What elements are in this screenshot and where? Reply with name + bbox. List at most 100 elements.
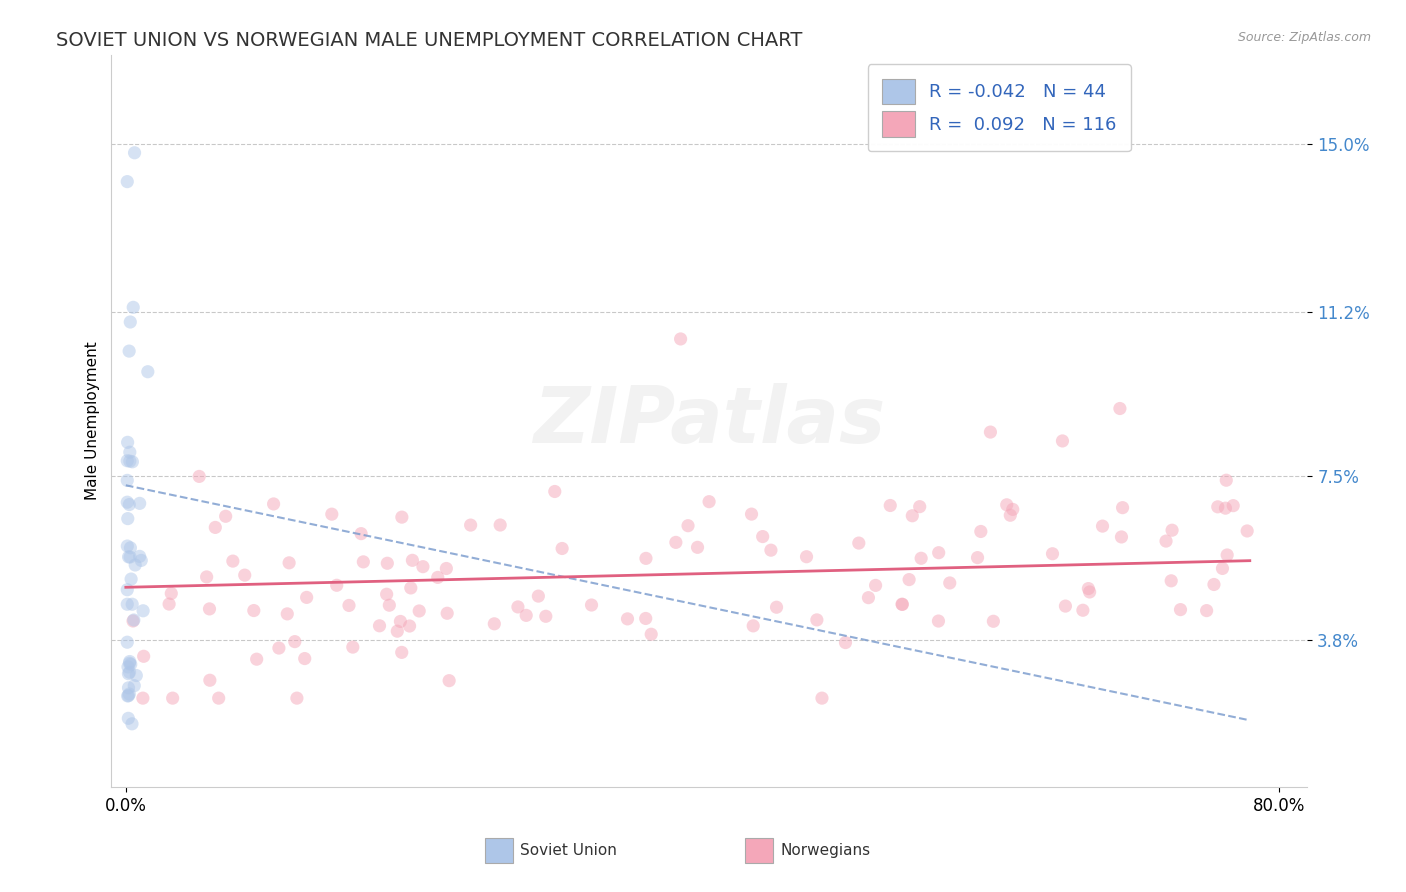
Point — [515, 608, 537, 623]
Point — [983, 615, 1005, 629]
Point — [1202, 577, 1225, 591]
Point — [117, 689, 139, 703]
Point — [1078, 585, 1101, 599]
Point — [325, 578, 347, 592]
Point — [398, 619, 420, 633]
Point — [188, 469, 211, 483]
Point — [198, 673, 221, 688]
Point — [741, 507, 763, 521]
Point — [118, 657, 141, 671]
Point — [117, 711, 139, 725]
Point — [128, 496, 150, 510]
Point — [118, 454, 141, 468]
Point — [125, 668, 148, 682]
Point — [352, 555, 374, 569]
Point — [1170, 602, 1192, 616]
Point — [117, 635, 139, 649]
Point — [910, 551, 932, 566]
Point — [122, 679, 145, 693]
Point — [294, 651, 316, 665]
Point — [117, 681, 139, 695]
Point — [1111, 530, 1133, 544]
Point — [811, 691, 834, 706]
Point — [1222, 499, 1244, 513]
Point — [124, 145, 146, 160]
Point — [160, 586, 183, 600]
Point — [399, 581, 422, 595]
Point — [995, 498, 1018, 512]
Point — [117, 660, 139, 674]
Point — [436, 607, 458, 621]
Point — [634, 551, 657, 566]
Point — [387, 624, 409, 639]
Point — [848, 536, 870, 550]
Point — [278, 556, 301, 570]
Point — [806, 613, 828, 627]
Point — [898, 573, 921, 587]
Point — [1042, 547, 1064, 561]
Point — [321, 507, 343, 521]
Point — [908, 500, 931, 514]
Point — [765, 600, 787, 615]
Point — [276, 607, 298, 621]
Point — [368, 619, 391, 633]
Point — [118, 665, 141, 680]
Text: ZIPatlas: ZIPatlas — [533, 383, 886, 459]
Point — [121, 597, 143, 611]
Point — [484, 616, 506, 631]
Point — [136, 365, 159, 379]
Point — [117, 666, 139, 681]
Point — [665, 535, 688, 549]
Point — [117, 549, 139, 564]
Point — [751, 530, 773, 544]
Point — [412, 559, 434, 574]
Point — [1161, 523, 1184, 537]
Point — [676, 518, 699, 533]
Point — [1215, 473, 1237, 487]
Text: Soviet Union: Soviet Union — [520, 844, 617, 858]
Point — [796, 549, 818, 564]
Point — [118, 498, 141, 512]
Point — [1001, 502, 1024, 516]
Point — [157, 597, 180, 611]
Point — [120, 315, 142, 329]
Point — [117, 495, 139, 509]
Point — [121, 455, 143, 469]
Point — [1195, 604, 1218, 618]
Point — [970, 524, 993, 539]
Point — [669, 332, 692, 346]
Point — [337, 599, 360, 613]
Point — [834, 635, 856, 649]
Point — [434, 561, 457, 575]
Point — [117, 582, 139, 597]
Point — [132, 604, 155, 618]
Point — [1077, 582, 1099, 596]
Point — [117, 689, 139, 703]
Point — [132, 691, 155, 706]
Point — [616, 612, 638, 626]
Point — [1054, 599, 1077, 613]
Point — [759, 543, 782, 558]
Point — [460, 518, 482, 533]
Point — [195, 570, 218, 584]
Point — [342, 640, 364, 654]
Point — [1211, 561, 1233, 575]
Point — [1216, 548, 1239, 562]
Point — [285, 691, 308, 706]
Point — [506, 599, 529, 614]
Point — [267, 641, 290, 656]
Point — [1109, 401, 1132, 416]
Point — [222, 554, 245, 568]
Point — [408, 604, 430, 618]
Point — [117, 539, 139, 553]
Point — [129, 553, 152, 567]
Point — [697, 494, 720, 508]
Point — [122, 613, 145, 627]
Point — [120, 541, 142, 555]
Point — [204, 520, 226, 534]
Point — [1160, 574, 1182, 588]
Point — [527, 589, 550, 603]
Point — [640, 627, 662, 641]
Point — [243, 603, 266, 617]
Point — [1154, 534, 1177, 549]
